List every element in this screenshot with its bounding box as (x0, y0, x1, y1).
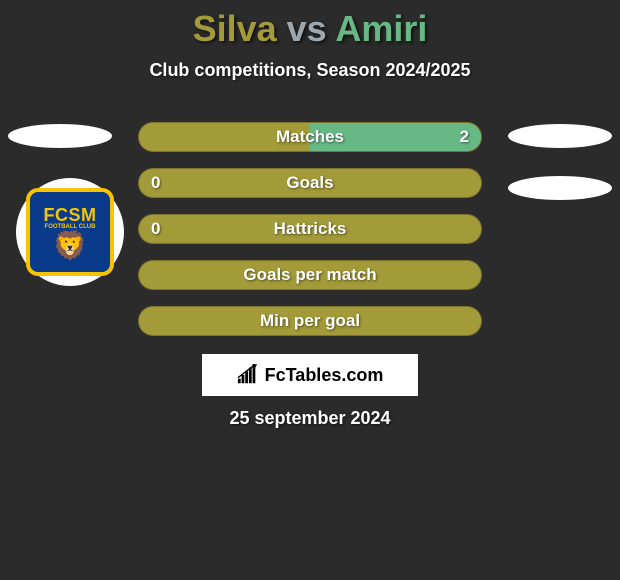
stats-column: Matches 2 0 Goals 0 Hattricks Goals per match M… (138, 122, 482, 352)
fctables-chart-icon (237, 364, 259, 386)
stat-row: Matches 2 (138, 122, 482, 152)
club-badge: FCSM FOOTBALL CLUB 🦁 (16, 178, 124, 286)
stat-label: Hattricks (274, 219, 347, 239)
club-badge-subtext: FOOTBALL CLUB (45, 224, 96, 230)
player2-placeholder-ellipse-1 (508, 124, 612, 148)
stat-row: Min per goal (138, 306, 482, 336)
stat-right-value: 2 (460, 127, 469, 147)
stat-label: Goals (286, 173, 333, 193)
snapshot-date: 25 september 2024 (0, 408, 620, 429)
stat-row: Goals per match (138, 260, 482, 290)
player2-name: Amiri (335, 8, 427, 49)
subtitle: Club competitions, Season 2024/2025 (0, 60, 620, 81)
fctables-logo-text: FcTables.com (265, 365, 384, 386)
logo-bars (238, 364, 257, 383)
stat-label: Min per goal (260, 311, 360, 331)
club-badge-acronym: FCSM (44, 205, 97, 226)
stat-row: 0 Goals (138, 168, 482, 198)
widget-container: Silva vs Amiri Club competitions, Season… (0, 0, 620, 580)
player2-placeholder-ellipse-2 (508, 176, 612, 200)
comparison-title: Silva vs Amiri (0, 0, 620, 50)
stat-label: Goals per match (243, 265, 376, 285)
club-badge-lion-icon: 🦁 (53, 232, 88, 260)
stat-left-value: 0 (151, 219, 160, 239)
fctables-logo-box: FcTables.com (202, 354, 418, 396)
player1-placeholder-ellipse (8, 124, 112, 148)
stat-label: Matches (276, 127, 344, 147)
stat-left-value: 0 (151, 173, 160, 193)
stat-row: 0 Hattricks (138, 214, 482, 244)
club-badge-shield: FCSM FOOTBALL CLUB 🦁 (26, 188, 114, 276)
player1-name: Silva (193, 8, 277, 49)
vs-text: vs (287, 8, 327, 49)
